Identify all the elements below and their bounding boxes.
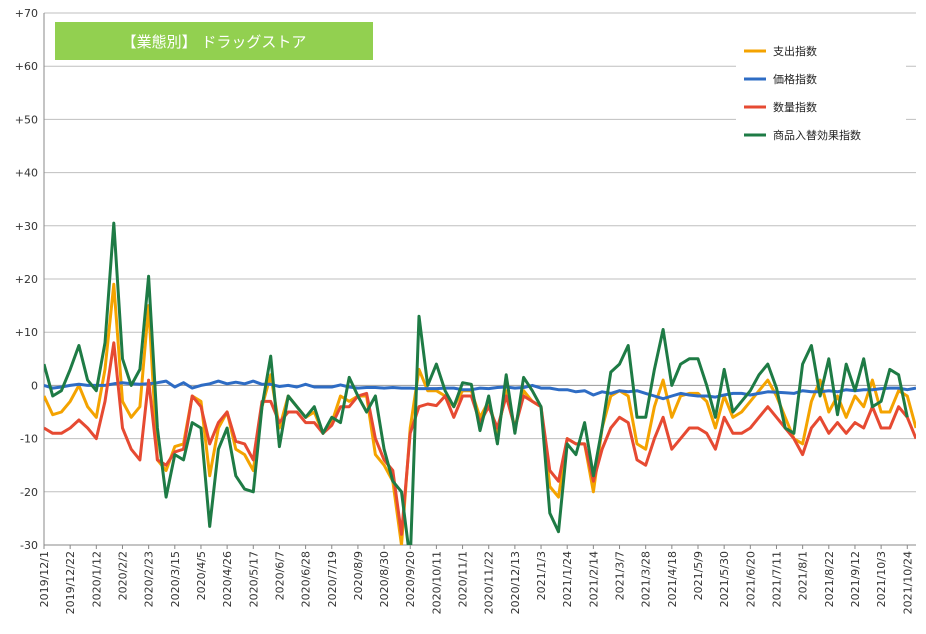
x-tick-label: 2021/8/22 (823, 551, 836, 607)
x-tick-label: 2019/12/22 (64, 551, 77, 614)
y-tick-label: +50 (15, 113, 38, 126)
series-line-1 (44, 282, 916, 545)
legend-label: 商品入替効果指数 (773, 128, 861, 142)
x-tick-label: 2021/8/1 (797, 551, 810, 600)
x-tick-label: 2021/7/11 (770, 551, 783, 607)
x-tick-label: 2021/5/30 (718, 551, 731, 607)
x-tick-label: 2021/10/24 (901, 551, 914, 614)
x-tick-label: 2020/5/17 (247, 551, 260, 607)
x-tick-label: 2020/3/15 (169, 551, 182, 607)
y-tick-label: +30 (15, 220, 38, 233)
x-tick-label: 2021/1/24 (561, 551, 574, 607)
x-tick-label: 2020/4/26 (221, 551, 234, 607)
chart-title-box: 【業態別】 ドラッグストア (55, 22, 373, 60)
x-tick-label: 2020/11/1 (457, 551, 470, 607)
x-tick-label: 2020/10/11 (430, 551, 443, 614)
x-tick-label: 2020/6/7 (273, 551, 286, 600)
x-tick-label: 2021/1/3 (535, 551, 548, 600)
axis-layer: +70 +60 +50 +40 +30 +20 +10 0 -10 -20 -302019/12/1… (15, 7, 916, 614)
x-tick-label: 2020/8/30 (378, 551, 391, 607)
y-tick-label: -20 (20, 486, 38, 499)
title-background (55, 22, 373, 60)
x-tick-label: 2020/1/12 (90, 551, 103, 607)
series-line-2 (44, 379, 916, 401)
x-tick-label: 2021/6/20 (744, 551, 757, 607)
x-tick-label: 2020/6/28 (300, 551, 313, 607)
x-tick-label: 2021/4/18 (666, 551, 679, 607)
y-tick-label: +60 (15, 60, 38, 73)
legend-background (736, 34, 906, 152)
chart-title: 【業態別】 ドラッグストア (122, 33, 307, 51)
x-tick-label: 2019/12/1 (38, 551, 51, 607)
x-tick-label: 2021/3/7 (614, 551, 627, 600)
x-tick-label: 2020/9/20 (404, 551, 417, 607)
y-tick-label: -30 (20, 539, 38, 552)
x-tick-label: 2020/12/13 (509, 551, 522, 614)
x-tick-label: 2020/4/5 (195, 551, 208, 600)
x-tick-label: 2020/2/2 (116, 551, 129, 600)
x-tick-label: 2021/5/9 (692, 551, 705, 600)
y-tick-label: +70 (15, 7, 38, 20)
series-line-4 (44, 221, 909, 545)
x-tick-label: 2020/11/22 (483, 551, 496, 614)
x-tick-label: 2021/10/3 (875, 551, 888, 607)
series-layer (44, 221, 916, 545)
legend-label: 支出指数 (773, 44, 817, 58)
legend-label: 価格指数 (773, 72, 817, 86)
x-tick-label: 2020/7/19 (326, 551, 339, 607)
y-tick-label: +20 (15, 273, 38, 286)
y-tick-label: 0 (31, 379, 38, 392)
x-tick-label: 2021/3/28 (640, 551, 653, 607)
legend-label: 数量指数 (773, 100, 817, 114)
y-tick-label: -10 (20, 433, 38, 446)
x-tick-label: 2020/8/9 (352, 551, 365, 600)
x-tick-label: 2021/2/14 (587, 551, 600, 607)
y-tick-label: +40 (15, 167, 38, 180)
y-tick-label: +10 (15, 326, 38, 339)
x-tick-label: 2020/2/23 (143, 551, 156, 607)
x-tick-label: 2021/9/12 (849, 551, 862, 607)
